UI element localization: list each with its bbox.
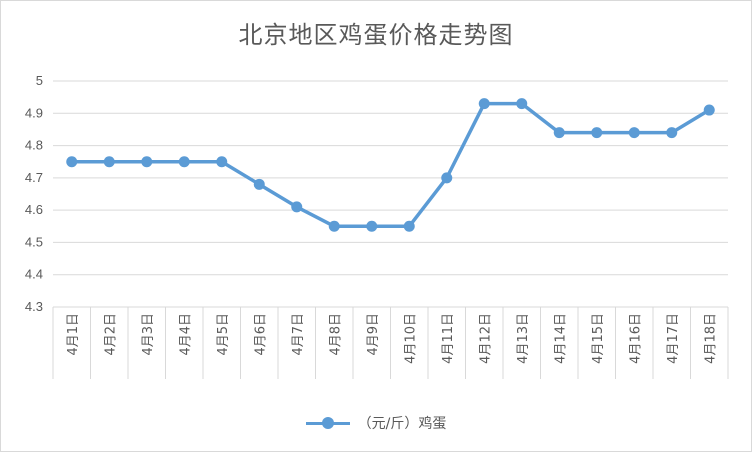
y-tick-label: 4.3 bbox=[25, 299, 43, 314]
data-point bbox=[441, 172, 453, 184]
data-point bbox=[141, 156, 153, 168]
x-tick-label: 4月4日 bbox=[178, 313, 193, 356]
data-point bbox=[66, 156, 78, 168]
x-tick-label: 4月18日 bbox=[703, 313, 718, 364]
y-tick-label: 4.8 bbox=[25, 138, 43, 153]
data-point bbox=[253, 178, 265, 190]
data-point bbox=[628, 127, 640, 139]
x-tick-label: 4月7日 bbox=[291, 313, 306, 356]
data-point bbox=[516, 98, 528, 110]
x-tick-label: 4月8日 bbox=[328, 313, 343, 356]
data-point bbox=[216, 156, 228, 168]
chart-title: 北京地区鸡蛋价格走势图 bbox=[238, 21, 514, 49]
data-point bbox=[703, 104, 715, 116]
data-point bbox=[103, 156, 115, 168]
data-point bbox=[591, 127, 603, 139]
x-tick-label: 4月11日 bbox=[441, 313, 456, 364]
y-tick-label: 4.4 bbox=[25, 267, 43, 282]
x-tick-label: 4月10日 bbox=[403, 313, 418, 364]
data-point bbox=[366, 220, 378, 232]
x-tick-label: 4月9日 bbox=[366, 313, 381, 356]
y-tick-label: 4.5 bbox=[25, 234, 43, 249]
x-tick-label: 4月12日 bbox=[478, 313, 493, 364]
x-tick-label: 4月3日 bbox=[141, 313, 156, 356]
x-axis-ticks: 4月1日 4月2日 4月3日 4月4日 4月5日 4月6日 4月7日 4月8日 4月9日 4月10… bbox=[66, 313, 719, 364]
x-tick-label: 4月13日 bbox=[516, 313, 531, 364]
data-point bbox=[178, 156, 190, 168]
legend: （元/斤）鸡蛋 bbox=[1, 413, 751, 433]
x-tick-label: 4月14日 bbox=[553, 313, 568, 364]
y-tick-label: 5 bbox=[36, 73, 43, 88]
series-line bbox=[71, 101, 711, 229]
x-tick-label: 4月15日 bbox=[591, 313, 606, 364]
data-point bbox=[403, 220, 415, 232]
data-point bbox=[478, 98, 490, 110]
gridlines bbox=[52, 80, 729, 379]
x-tick-label: 4月2日 bbox=[103, 313, 118, 356]
data-point bbox=[328, 220, 340, 232]
x-tick-label: 4月1日 bbox=[66, 313, 81, 356]
x-tick-label: 4月17日 bbox=[666, 313, 681, 364]
legend-label: （元/斤）鸡蛋 bbox=[357, 416, 447, 432]
series-layer bbox=[66, 98, 715, 232]
y-tick-label: 4.7 bbox=[25, 170, 43, 185]
data-point bbox=[553, 127, 565, 139]
y-tick-label: 4.6 bbox=[25, 202, 43, 217]
x-tick-label: 4月5日 bbox=[216, 313, 231, 356]
data-point bbox=[291, 201, 303, 213]
y-axis-ticks: 4.3 4.4 4.5 4.6 4.7 4.8 4.9 5 bbox=[25, 73, 43, 314]
x-tick-label: 4月16日 bbox=[628, 313, 643, 364]
x-tick-label: 4月6日 bbox=[253, 313, 268, 356]
y-tick-label: 4.9 bbox=[25, 105, 43, 120]
legend-swatch bbox=[305, 417, 350, 429]
data-point bbox=[666, 127, 678, 139]
